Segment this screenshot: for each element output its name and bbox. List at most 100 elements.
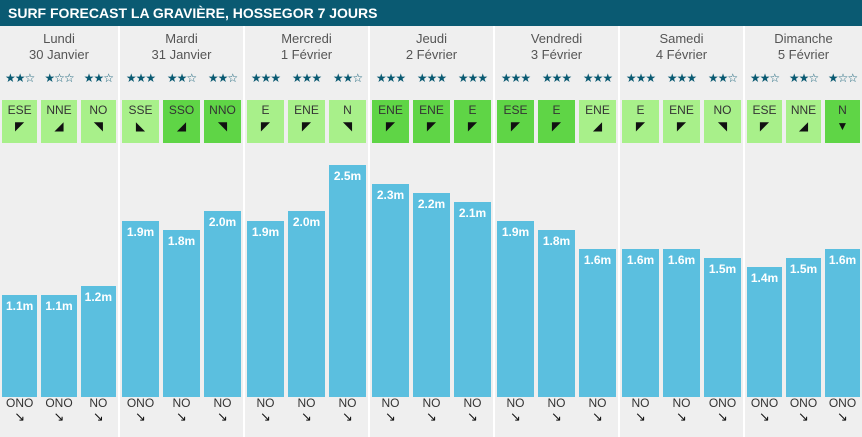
swell-direction: ONO [789, 396, 818, 410]
wind-box: ENE ◤ [663, 100, 700, 143]
swell-direction-cell: ONO ↘ [39, 396, 78, 424]
swell-arrow-icon: ↘ [592, 409, 603, 424]
star-filled-icon: ★ [145, 71, 156, 85]
star-filled-icon: ★ [342, 71, 354, 85]
wave-height-label: 1.6m [667, 252, 696, 267]
rating-stars: ★★☆ [0, 71, 39, 85]
wind-direction: E [552, 103, 561, 117]
star-filled-icon: ★ [250, 71, 262, 85]
wave-height-label: 1.6m [583, 252, 612, 267]
star-filled-icon: ★ [467, 71, 479, 85]
day-date: 5 Février [777, 47, 830, 62]
star-filled-icon: ★ [5, 71, 16, 85]
star-filled-icon: ★ [500, 71, 512, 85]
swell-direction: ONO [750, 396, 779, 410]
wave-height-bar: 1.2m [80, 285, 116, 397]
star-filled-icon: ★ [291, 71, 303, 85]
wind-arrow-icon: ◤ [676, 119, 687, 133]
wind-arrow-icon: ◣ [135, 119, 146, 133]
swell-direction: NO [89, 396, 108, 410]
day-name: Vendredi [530, 31, 583, 46]
star-filled-icon: ★ [44, 71, 55, 85]
wind-direction: NNE [790, 103, 817, 117]
day-date: 3 Février [530, 47, 583, 62]
wind-direction: E [468, 103, 477, 117]
star-filled-icon: ★ [436, 71, 447, 85]
wave-height-label: 2.5m [333, 169, 362, 183]
wind-arrow-icon: ◤ [759, 119, 770, 133]
star-filled-icon: ★ [166, 71, 178, 85]
star-filled-icon: ★ [749, 71, 761, 85]
star-empty-icon: ☆ [24, 71, 36, 85]
swell-arrow-icon: ↘ [342, 409, 353, 424]
star-filled-icon: ★ [827, 71, 839, 85]
swell-arrow-icon: ↘ [426, 409, 437, 424]
wind-direction: ENE [669, 103, 694, 117]
day-name: Mardi [165, 31, 198, 46]
star-filled-icon: ★ [645, 71, 656, 85]
wave-height-label: 1.2m [84, 289, 112, 304]
wind-box: NNO ◥ [204, 100, 241, 143]
rating-stars: ★★★ [661, 71, 702, 85]
rating-stars: ★★★ [452, 71, 493, 85]
rating-stars: ★☆☆ [39, 71, 78, 85]
star-filled-icon: ★ [510, 71, 522, 85]
swell-direction-cell: ONO ↘ [823, 396, 862, 424]
swell-direction: NO [506, 396, 525, 410]
wind-box: NNE ◢ [786, 100, 821, 143]
swell-direction-cell: NO ↘ [536, 396, 577, 424]
wind-direction: SSE [128, 103, 153, 117]
wave-height-label: 1.6m [626, 252, 655, 267]
swell-direction-cell: ONO ↘ [784, 396, 823, 424]
swell-direction-cell: NO ↘ [370, 396, 411, 424]
wind-box: N ▼ [825, 100, 860, 143]
swell-arrow-icon: ↘ [676, 409, 687, 424]
swell-arrow-icon: ↘ [837, 409, 848, 424]
star-filled-icon: ★ [207, 71, 219, 85]
wind-direction: N [838, 103, 847, 117]
swell-direction: ONO [45, 396, 73, 410]
day-label: Mardi 31 Janvier [120, 31, 243, 63]
wind-arrow-icon: ◤ [15, 119, 25, 133]
swell-direction-cell: NO ↘ [411, 396, 452, 424]
wind-box: NO ◥ [80, 100, 116, 143]
star-filled-icon: ★ [125, 71, 137, 85]
swell-direction: NO [338, 396, 357, 410]
day-date: 30 Janvier [29, 47, 89, 62]
wind-arrow-icon: ◢ [54, 119, 64, 133]
wave-height-label: 1.9m [501, 224, 530, 239]
star-filled-icon: ★ [635, 71, 647, 85]
swell-arrow-icon: ↘ [14, 409, 26, 424]
wave-height-bar: 1.8m [538, 229, 575, 397]
wave-height-label: 1.9m [251, 224, 280, 239]
wave-height-bar: 1.9m [122, 220, 159, 397]
star-filled-icon: ★ [395, 71, 406, 85]
wind-direction: E [636, 103, 645, 117]
wind-direction: NNO [209, 103, 236, 117]
wind-direction: ENE [419, 103, 444, 117]
star-filled-icon: ★ [14, 71, 26, 85]
wave-height-bar: 1.6m [622, 248, 659, 397]
rating-stars: ★★★ [577, 71, 618, 85]
star-filled-icon: ★ [135, 71, 147, 85]
wave-height-label: 1.1m [45, 298, 73, 313]
wave-height-bar: 1.9m [247, 220, 284, 397]
day-date: 2 Février [405, 47, 458, 62]
swell-direction: NO [547, 396, 566, 410]
star-filled-icon: ★ [717, 71, 729, 85]
swell-arrow-icon: ↘ [510, 409, 521, 424]
swell-direction: ONO [126, 396, 155, 410]
wind-direction: NNE [46, 103, 72, 117]
swell-arrow-icon: ↘ [301, 409, 312, 424]
star-filled-icon: ★ [260, 71, 272, 85]
star-filled-icon: ★ [416, 71, 428, 85]
rating-stars: ★★★ [120, 71, 161, 85]
wave-height-bar: 1.1m [2, 294, 38, 397]
star-filled-icon: ★ [666, 71, 678, 85]
swell-direction: NO [463, 396, 482, 410]
swell-direction: NO [588, 396, 607, 410]
wind-arrow-icon: ◥ [217, 119, 228, 133]
wave-height-bar: 2.1m [454, 202, 491, 397]
swell-direction-cell: NO ↘ [327, 396, 368, 424]
star-filled-icon: ★ [93, 71, 104, 85]
